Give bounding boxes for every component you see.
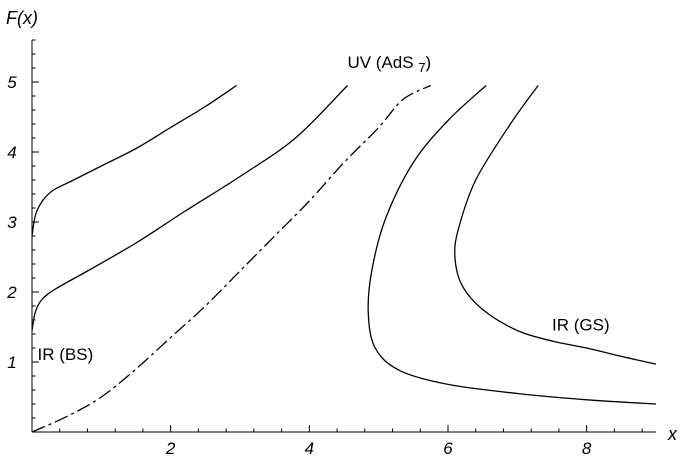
y-tick-label: 5 [7, 73, 17, 92]
y-tick-label: 3 [7, 213, 17, 232]
x-tick-label: 4 [305, 439, 314, 458]
annotation-ir-gs: IR (GS) [552, 316, 610, 335]
series-line-3 [31, 84, 431, 433]
series-line-4 [367, 85, 657, 405]
series-line-2 [31, 85, 348, 331]
y-axis-title: F(x) [6, 8, 38, 28]
x-tick-label: 6 [443, 439, 453, 458]
y-tick-label: 4 [7, 143, 16, 162]
curves [31, 84, 657, 433]
x-tick-label: 8 [582, 439, 592, 458]
y-tick-label: 1 [7, 353, 16, 372]
x-axis-title: x [667, 424, 678, 444]
tick-labels: 2 4 6 8 1 2 3 4 5 [6, 73, 592, 458]
annotation-uv: UV (AdS 7) [347, 53, 431, 75]
y-tick-label: 2 [6, 283, 17, 302]
series-line-1 [31, 84, 237, 237]
annotation-ir-bs: IR (BS) [38, 345, 94, 364]
ticks [32, 39, 643, 432]
series-line-5 [454, 85, 657, 365]
x-tick-label: 2 [165, 439, 176, 458]
axes [31, 40, 656, 433]
annotations: UV (AdS 7) IR (BS) IR (GS) [38, 53, 610, 364]
